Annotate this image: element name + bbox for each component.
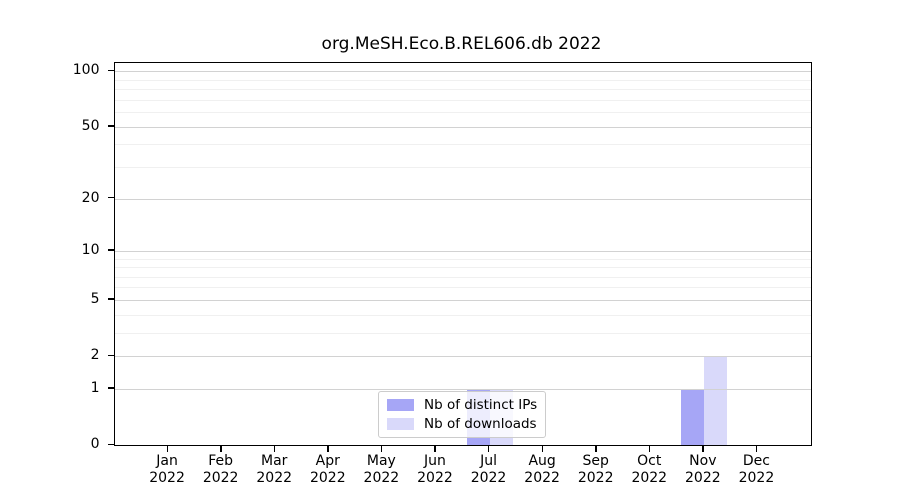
x-tick-label-month: Feb	[208, 453, 234, 469]
x-tick-label-month: Aug	[528, 453, 556, 469]
plot-area	[113, 62, 812, 446]
minor-gridline	[114, 314, 811, 316]
minor-gridline	[114, 166, 811, 168]
x-tick-label-month: May	[366, 453, 396, 469]
y-axis-tick	[107, 354, 114, 356]
minor-gridline	[114, 287, 811, 289]
major-gridline	[114, 299, 811, 301]
x-tick-label-year: 2022	[309, 470, 346, 486]
x-tick-label-month: Jan	[156, 453, 178, 469]
x-tick-label-year: 2022	[685, 470, 721, 486]
minor-gridline	[114, 99, 811, 101]
y-tick-label: 20	[81, 189, 100, 206]
y-tick-label: 50	[81, 117, 100, 134]
y-tick-label: 0	[90, 436, 100, 452]
x-tick-label-month: Jun	[424, 453, 446, 469]
x-axis-tick	[220, 445, 222, 452]
x-tick-label: Jul 2022	[457, 453, 521, 487]
legend-item-downloads: Nb of downloads	[387, 416, 537, 432]
major-gridline	[114, 71, 811, 73]
bar-downloads-nov	[703, 356, 727, 445]
x-tick-label: Apr 2022	[296, 453, 360, 487]
x-axis-tick	[595, 445, 597, 452]
minor-gridline	[114, 79, 811, 81]
y-tick-label: 1	[90, 379, 100, 396]
y-tick-label: 10	[81, 241, 100, 258]
x-tick-label: Jan 2022	[135, 453, 199, 487]
x-axis-tick	[327, 445, 329, 452]
y-tick-label: 100	[72, 62, 100, 79]
x-tick-label-month: Dec	[742, 453, 770, 469]
x-tick-label: Nov 2022	[671, 453, 735, 487]
x-axis-tick	[648, 445, 651, 452]
legend-swatch-downloads-icon	[387, 418, 414, 430]
x-axis-tick	[380, 445, 383, 452]
x-tick-label-year: 2022	[524, 470, 560, 486]
major-gridline	[114, 198, 811, 200]
x-tick-label: Mar 2022	[242, 453, 306, 487]
x-tick-label: May 2022	[349, 453, 413, 487]
minor-gridline	[114, 276, 811, 278]
y-axis-tick	[107, 197, 114, 199]
y-axis-tick	[107, 249, 114, 251]
bar-distinct-ips-nov	[680, 388, 704, 445]
x-axis-tick	[702, 445, 704, 452]
legend-item-distinct-ips: Nb of distinct IPs	[387, 397, 537, 413]
y-axis-tick	[107, 298, 114, 300]
legend: Nb of distinct IPs Nb of downloads	[378, 391, 546, 438]
x-tick-label-month: Oct	[637, 453, 662, 469]
x-tick-label-year: 2022	[149, 470, 185, 486]
x-tick-label-month: Nov	[689, 453, 717, 469]
x-tick-label-year: 2022	[470, 470, 507, 486]
major-gridline	[114, 388, 811, 390]
x-tick-label-month: Apr	[315, 453, 340, 469]
minor-gridline	[114, 112, 811, 114]
x-axis-tick	[541, 445, 543, 452]
x-tick-label-year: 2022	[363, 470, 400, 486]
y-tick-label: 2	[90, 347, 100, 364]
y-tick-label: 5	[90, 290, 100, 307]
x-tick-label-year: 2022	[202, 470, 239, 486]
x-axis-tick	[755, 445, 758, 452]
x-tick-label-year: 2022	[417, 470, 453, 486]
x-tick-label-month: Jul	[480, 453, 497, 469]
minor-gridline	[114, 89, 811, 91]
minor-gridline	[114, 332, 811, 334]
x-axis-tick	[488, 445, 490, 452]
x-tick-label: Feb 2022	[189, 453, 253, 487]
x-tick-label-month: Sep	[582, 453, 609, 469]
minor-gridline	[114, 144, 811, 146]
chart-title: org.MeSH.Eco.B.REL606.db 2022	[321, 34, 602, 54]
minor-gridline	[114, 267, 811, 269]
x-axis-tick	[273, 445, 276, 452]
x-tick-label-year: 2022	[577, 470, 614, 486]
x-tick-label: Sep 2022	[564, 453, 628, 487]
x-axis-tick	[166, 445, 168, 452]
x-tick-label-month: Mar	[261, 453, 288, 469]
y-axis-tick	[107, 443, 114, 445]
x-tick-label-year: 2022	[631, 470, 668, 486]
x-tick-label-year: 2022	[256, 470, 293, 486]
x-tick-label-year: 2022	[738, 470, 775, 486]
x-axis-tick	[434, 445, 436, 452]
x-tick-label: Jun 2022	[403, 453, 467, 487]
y-axis-tick	[107, 69, 114, 72]
minor-gridline	[114, 258, 811, 260]
major-gridline	[114, 126, 811, 128]
legend-swatch-distinct-ips-icon	[387, 399, 414, 411]
legend-label-distinct-ips: Nb of distinct IPs	[424, 397, 538, 413]
y-axis-tick	[107, 387, 114, 389]
x-tick-label: Aug 2022	[510, 453, 574, 487]
x-tick-label: Dec 2022	[724, 453, 788, 487]
y-axis-tick	[107, 125, 114, 127]
major-gridline	[114, 356, 811, 358]
x-tick-label: Oct 2022	[617, 453, 681, 487]
major-gridline	[114, 250, 811, 252]
legend-label-downloads: Nb of downloads	[424, 416, 537, 432]
